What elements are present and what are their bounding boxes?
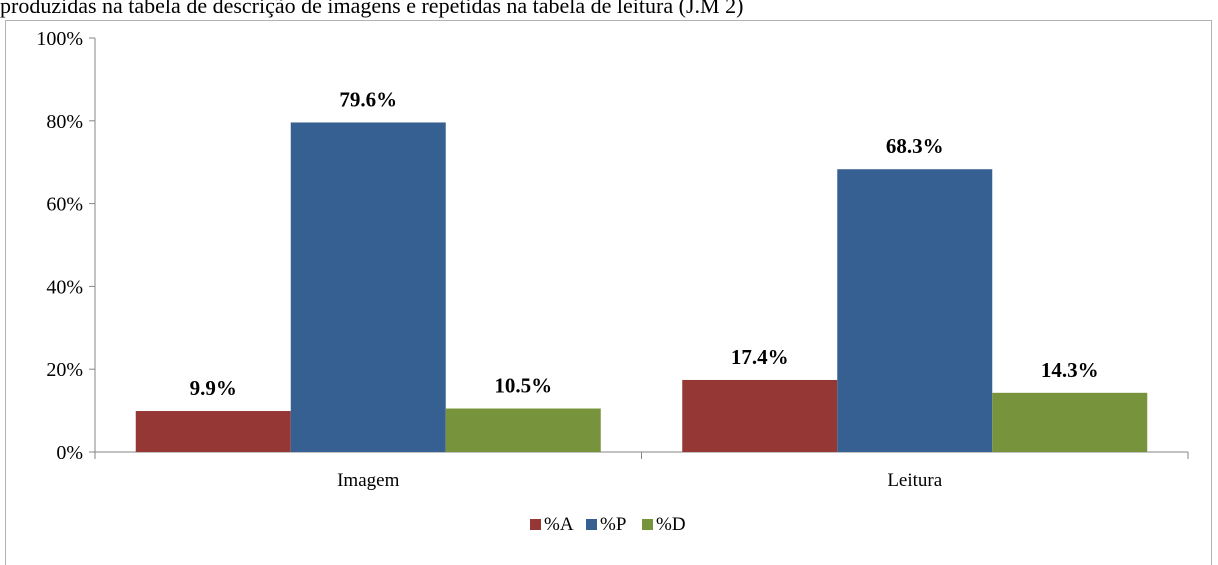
data-label: 79.6% [339,87,397,111]
bar [992,392,1148,452]
data-label: 9.9% [190,376,237,400]
category-label: Leitura [887,470,942,491]
bar [135,411,291,452]
y-tick-label: 20% [46,359,83,381]
data-label: 68.3% [886,134,944,158]
data-label: 10.5% [494,374,552,398]
y-tick-label: 80% [46,111,83,133]
data-label: 17.4% [731,345,789,369]
chart-frame [5,20,1212,565]
bar [682,379,838,452]
legend-swatch [586,519,597,530]
bar [445,408,601,452]
data-label: 14.3% [1041,358,1099,382]
legend-label: %P [600,514,626,535]
page-caption: produzidas na tabela de descrição de ima… [0,0,744,18]
legend-label: %A [544,514,574,535]
y-tick-label: 60% [46,194,83,216]
legend-swatch [530,519,541,530]
category-label: Imagem [337,470,399,491]
bar [837,169,993,452]
y-tick-label: 100% [36,28,83,50]
y-tick-label: 40% [46,276,83,298]
legend-label: %D [656,514,686,535]
legend-swatch [642,519,653,530]
bar [290,122,446,453]
y-tick-label: 0% [56,442,83,464]
